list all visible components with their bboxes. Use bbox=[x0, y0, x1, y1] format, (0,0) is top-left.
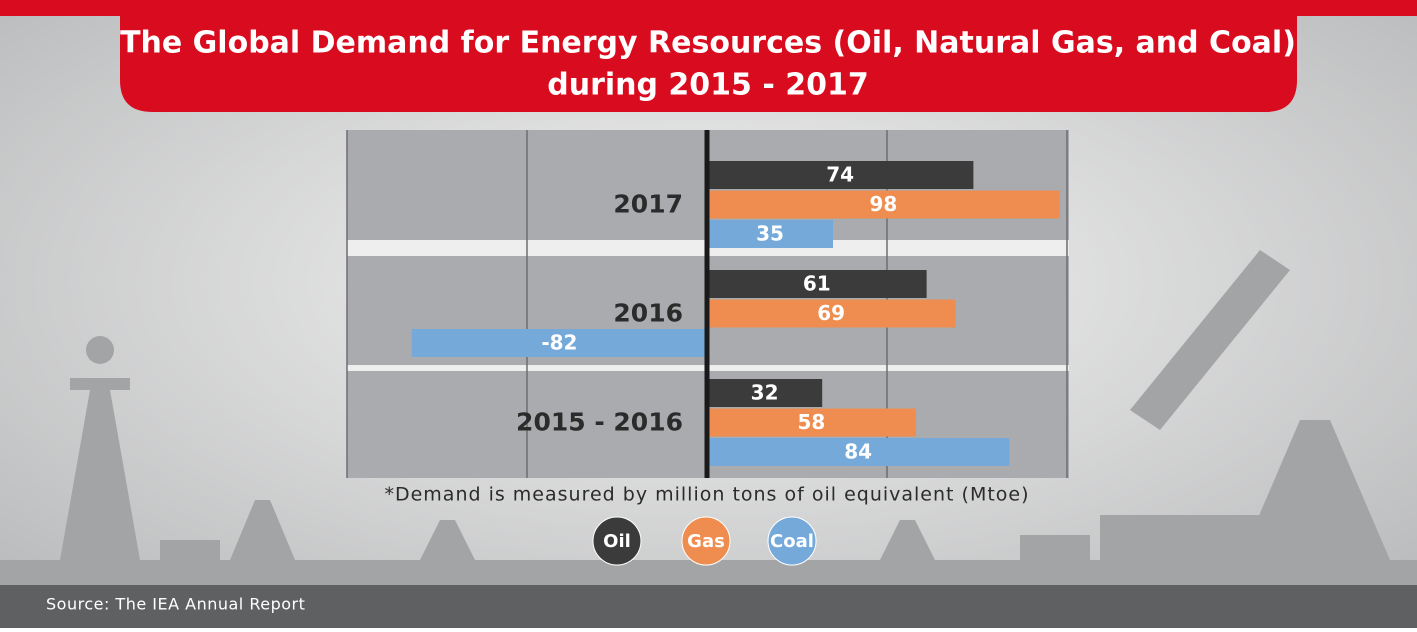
bar bbox=[707, 190, 1060, 219]
chart-title: during 2015 - 2017 bbox=[547, 68, 869, 103]
bar bbox=[707, 161, 974, 189]
value-label: 61 bbox=[803, 272, 831, 296]
bar bbox=[411, 329, 707, 357]
value-label: 98 bbox=[869, 192, 897, 216]
legend-label: Coal bbox=[770, 531, 814, 552]
chart-title: The Global Demand for Energy Resources (… bbox=[120, 26, 1296, 61]
footnote: *Demand is measured by million tons of o… bbox=[384, 484, 1029, 506]
value-label: 84 bbox=[844, 440, 872, 464]
value-label: 35 bbox=[756, 222, 784, 246]
legend-marker bbox=[681, 516, 731, 566]
value-label: 58 bbox=[797, 410, 825, 434]
value-label: 69 bbox=[817, 301, 845, 325]
title-banner bbox=[120, 0, 1297, 112]
legend-label: Gas bbox=[687, 531, 725, 552]
bar bbox=[707, 270, 927, 298]
legend-label: Oil bbox=[603, 531, 631, 552]
bar bbox=[707, 438, 1010, 466]
bar bbox=[707, 299, 956, 328]
bar bbox=[707, 220, 833, 248]
category-label: 2016 bbox=[613, 298, 683, 327]
bar bbox=[707, 379, 823, 407]
value-label: 32 bbox=[751, 381, 779, 405]
category-label: 2017 bbox=[613, 189, 683, 218]
skyline bbox=[0, 250, 1417, 585]
legend-marker bbox=[592, 516, 642, 566]
footer-bar bbox=[0, 585, 1417, 628]
source: Source: The IEA Annual Report bbox=[46, 595, 305, 614]
bar bbox=[707, 408, 916, 437]
value-label: 74 bbox=[826, 163, 854, 187]
category-label: 2015 - 2016 bbox=[516, 407, 683, 436]
value-label: -82 bbox=[541, 331, 577, 355]
legend-marker bbox=[767, 516, 817, 566]
